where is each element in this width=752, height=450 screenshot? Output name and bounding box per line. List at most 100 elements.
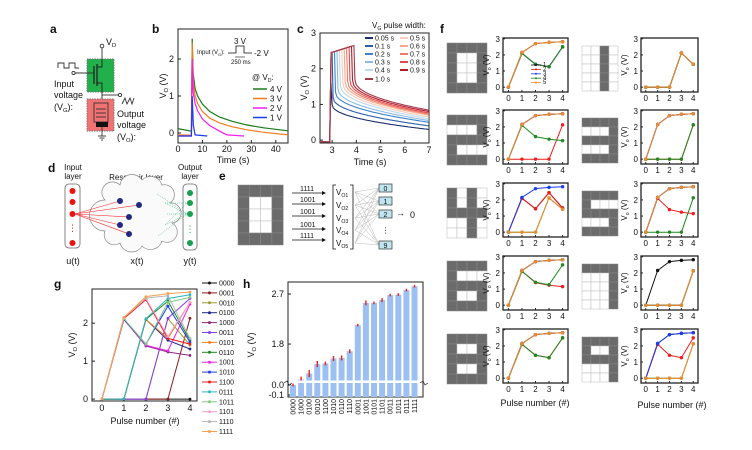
digit-9-pixel [599,336,610,347]
output-label-3: (VO): [117,132,136,144]
bar-0011 [387,295,394,397]
digit-7-pixel [608,281,619,292]
data-point [547,258,551,263]
digit-7-pixel [608,299,619,310]
digit-6-pixel [466,290,478,302]
digit-6-pixel [456,270,468,282]
digit-7-pixel [581,272,592,283]
row-5-line [645,52,694,88]
series-line-0.9s [320,45,429,143]
digit-6-pixel [446,260,458,272]
data-point [655,376,660,380]
digit-9-pixel [599,363,610,374]
data-point [547,196,551,200]
y-tick-label: 0 [496,228,501,237]
data-point [644,157,648,161]
digit-1-pixel [581,72,592,83]
y-tick-label: 1 [496,212,501,221]
digit-7-pixel [608,272,619,283]
y-axis-label: Vo (V) [620,272,631,293]
series-line-0.5s [320,48,429,143]
data-point [547,190,551,195]
arrow-head-icon [322,238,326,242]
x-axis-label: Time (s) [217,155,250,165]
x-tick-label: 3 [330,145,335,155]
arrow-head-icon [322,202,326,206]
y-axis-label-part: V [620,361,629,367]
digit-3-pixel [590,135,601,146]
series-line-0.1s [320,52,429,143]
digit-1-pixel [590,45,601,56]
bar-1111 [411,286,418,397]
data-point [691,196,695,200]
vo-label: VO1 [336,188,348,199]
x-tick-label: 0 [506,94,511,103]
data-point [520,268,524,273]
legend-marker [208,321,211,325]
y-axis-label-part: V [482,142,491,148]
legend-marker [535,68,537,71]
data-point [691,258,695,262]
data-point [655,341,660,346]
data-point [506,376,511,380]
row-1-line [645,259,694,306]
digit-8-pixel [456,353,468,365]
pixel [249,208,261,222]
x-axis-label: Pulse number (#) [110,416,179,426]
inset-input-label-part: G [218,52,221,57]
digit-5-pixel [581,226,592,237]
data-point [560,112,565,116]
y-axis-label-part: (V) [620,126,629,139]
digit-7-pixel [590,299,601,310]
series-line-0.7s [320,47,429,143]
y-tick-label: -0.1 [268,390,284,400]
data-point [122,316,126,319]
digit-9-pixel [590,372,601,383]
x-tick-label: 0 [506,239,511,248]
y-tick-label: 1 [83,356,88,366]
digit-6-pixel [456,280,468,292]
digit-6-pixel [446,280,458,292]
y-tick-label: 2 [83,318,88,328]
data-point [655,122,660,127]
input-square-wave-icon [57,62,79,69]
data-point [188,293,192,297]
output-node-box [378,183,393,193]
x-tick-label: 3 [547,312,552,321]
digit-8-pixel [456,363,468,375]
data-point [547,185,551,190]
y-axis-label: Vo (V) [620,199,631,220]
axis-break-band [289,380,422,383]
digit-1-pixel [581,63,592,74]
arrow-head-icon [322,214,326,218]
legend-label: 0.5 s [410,36,426,43]
y-tick-label: 3 [634,35,639,44]
data-point [533,186,538,191]
data-point [679,51,684,55]
data-point [188,336,192,340]
digit-6-pixel [466,300,478,312]
weight-line [354,187,380,244]
legend-label: 0.7 s [410,52,426,59]
data-point [166,316,170,320]
digit-9-pixel [599,372,610,383]
digit-1-pixel [599,54,610,65]
series-line-0.05s [320,82,430,143]
data-point [560,207,565,211]
y-axis-label-part: (V) [482,199,491,212]
pulse-icon [228,45,252,54]
y-tick-label: 2 [634,123,639,132]
data-point [188,290,192,294]
digit-7-pixel [590,263,601,274]
digit-7-pixel [590,290,601,301]
x-tick-label: 3 [679,166,684,175]
digit-1-pixel [599,63,610,74]
x-axis-label-right: Pulse number (#) [637,400,706,410]
digit-0-pixel [466,82,478,94]
digit-3-pixel [608,135,619,146]
row-4-line [645,124,694,160]
x-tick-label: 4 [691,312,696,321]
output-label-1: Output [117,109,145,119]
